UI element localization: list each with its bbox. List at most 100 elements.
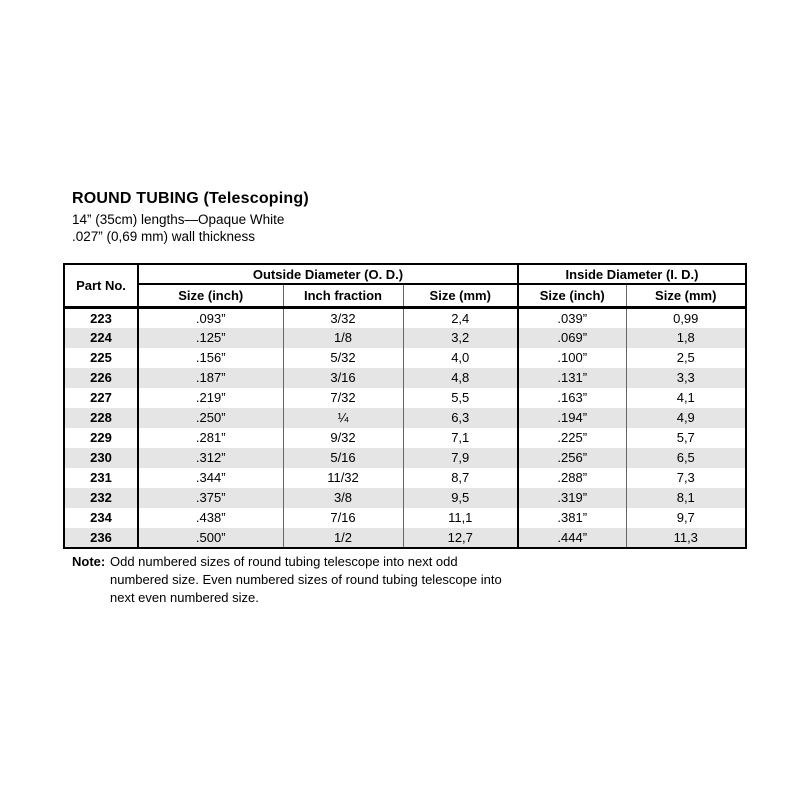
cell-id-size-mm: 6,5: [676, 450, 695, 465]
cell-od-size-inch: .312”: [138, 447, 284, 468]
cell-id-size-inch: .288”: [518, 467, 627, 488]
cell-part-no: 226: [64, 367, 139, 388]
cell-id-size-inch: .100”: [518, 347, 627, 368]
cell-id-size-inch: .381”: [518, 507, 627, 528]
cell-od-size-mm: 7,9: [403, 447, 519, 468]
cell-od-inch-fraction: 9/32: [283, 427, 404, 448]
table-row: 227 .219” 7/32 5,5 .163” 4,1: [64, 387, 746, 408]
footnote: Note: Odd numbered sizes of round tubing…: [72, 553, 514, 607]
cell-od-size-inch: .093”: [138, 307, 284, 328]
col-group-outside-diameter: Outside Diameter (O. D.): [138, 264, 519, 285]
cell-part-no: 232: [64, 487, 139, 508]
cell-id-size-inch: .069”: [518, 327, 627, 348]
cell-id-size-mm: 7,3: [676, 470, 695, 485]
footnote-label: Note:: [72, 554, 106, 569]
cell-od-size-mm: 6,3: [403, 407, 519, 428]
cell-part-no: 236: [64, 527, 139, 548]
cell-od-size-mm: 11,1: [403, 507, 519, 528]
col-header-od-inch-fraction: Inch fraction: [283, 284, 404, 309]
cell-od-size-inch: .281”: [138, 427, 284, 448]
col-header-od-size-mm: Size (mm): [403, 284, 519, 309]
cell-id-size-mm: 4,9: [676, 410, 695, 425]
cell-id-size-inch: .039”: [518, 307, 627, 328]
table-row: 234 .438” 7/16 11,1 .381” 9,7: [64, 507, 746, 528]
cell-od-size-mm: 3,2: [403, 327, 519, 348]
cell-id-size-mm: 8,1: [676, 490, 695, 505]
cell-id-size-mm: 3,3: [676, 370, 695, 385]
col-header-id-size-mm: Size (mm): [626, 284, 747, 309]
table-row: 229 .281” 9/32 7,1 .225” 5,7: [64, 427, 746, 448]
cell-id-size-mm: 4,1: [676, 390, 695, 405]
subtitle-lengths: 14” (35cm) lengths—Opaque White: [72, 212, 285, 227]
table-row: 236 .500” 1/2 12,7 .444” 11,3: [64, 527, 747, 548]
cell-id-size-inch: .319”: [518, 487, 627, 508]
col-header-part-no: Part No.: [64, 264, 139, 309]
cell-part-no: 228: [64, 407, 139, 428]
cell-part-no: 234: [64, 507, 139, 528]
cell-part-no: 227: [64, 387, 139, 408]
page-title: ROUND TUBING (Telescoping): [72, 190, 309, 207]
tubing-spec-table: Part No. Outside Diameter (O. D.) Inside…: [63, 263, 748, 549]
cell-od-size-inch: .187”: [138, 367, 284, 388]
cell-part-no: 223: [64, 307, 139, 328]
cell-od-inch-fraction: 5/32: [283, 347, 404, 368]
cell-id-size-mm: 9,7: [676, 510, 695, 525]
cell-id-size-inch: .225”: [518, 427, 627, 448]
table-header-group-row: Part No. Outside Diameter (O. D.) Inside…: [64, 264, 747, 309]
cell-od-inch-fraction: 7/32: [283, 387, 404, 408]
cell-od-inch-fraction: 5/16: [283, 447, 404, 468]
cell-od-inch-fraction: ¼: [283, 407, 404, 428]
table-row: 223 .093” 3/32 2,4 .039” 0,99: [64, 307, 746, 328]
cell-od-size-mm: 4,8: [403, 367, 519, 388]
subtitle-wall-thickness: .027” (0,69 mm) wall thickness: [72, 229, 256, 244]
table-header-sub-row: Size (inch) Inch fraction Size (mm) Size…: [64, 284, 747, 309]
cell-od-size-mm: 2,4: [403, 307, 519, 328]
cell-od-inch-fraction: 1/8: [283, 327, 404, 348]
cell-id-size-inch: .163”: [518, 387, 627, 408]
cell-od-size-mm: 12,7: [403, 527, 519, 548]
cell-id-size-inch: .444”: [518, 527, 627, 548]
cell-id-size-mm: 2,5: [676, 350, 695, 365]
table-row: 224 .125” 1/8 3,2 .069” 1,8: [64, 327, 747, 348]
footnote-text: Odd numbered sizes of round tubing teles…: [110, 554, 502, 605]
cell-od-size-inch: .156”: [138, 347, 284, 368]
cell-od-size-mm: 9,5: [403, 487, 519, 508]
cell-part-no: 229: [64, 427, 139, 448]
cell-od-size-inch: .250”: [138, 407, 284, 428]
cell-od-size-mm: 7,1: [403, 427, 519, 448]
table-row: 228 .250” ¼ 6,3 .194” 4,9: [64, 407, 747, 428]
cell-id-size-mm: 1,8: [676, 330, 695, 345]
cell-od-size-mm: 8,7: [403, 467, 519, 488]
cell-od-size-mm: 5,5: [403, 387, 519, 408]
col-header-od-size-inch: Size (inch): [138, 284, 284, 309]
cell-part-no: 231: [64, 467, 139, 488]
table-row: 226 .187” 3/16 4,8 .131” 3,3: [64, 367, 747, 388]
cell-od-size-inch: .344”: [138, 467, 284, 488]
cell-od-inch-fraction: 3/16: [283, 367, 404, 388]
table-row: 232 .375” 3/8 9,5 .319” 8,1: [64, 487, 747, 508]
cell-od-size-inch: .219”: [138, 387, 284, 408]
cell-id-size-mm: 5,7: [676, 430, 695, 445]
table-row: 230 .312” 5/16 7,9 .256” 6,5: [64, 447, 747, 468]
cell-id-size-mm: 0,99: [673, 310, 699, 326]
cell-od-inch-fraction: 11/32: [283, 467, 404, 488]
cell-id-size-inch: .131”: [518, 367, 627, 388]
cell-od-size-inch: .500”: [138, 527, 284, 548]
cell-od-inch-fraction: 3/8: [283, 487, 404, 508]
table-row: 231 .344” 11/32 8,7 .288” 7,3: [64, 467, 746, 488]
cell-od-size-inch: .438”: [138, 507, 284, 528]
cell-od-inch-fraction: 3/32: [283, 307, 404, 328]
cell-od-size-mm: 4,0: [403, 347, 519, 368]
cell-part-no: 224: [64, 327, 139, 348]
cell-id-size-inch: .256”: [518, 447, 627, 468]
col-header-id-size-inch: Size (inch): [518, 284, 627, 309]
cell-id-size-inch: .194”: [518, 407, 627, 428]
cell-part-no: 225: [64, 347, 139, 368]
cell-od-size-inch: .375”: [138, 487, 284, 508]
cell-od-size-inch: .125”: [138, 327, 284, 348]
cell-id-size-mm: 11,3: [673, 529, 698, 545]
cell-od-inch-fraction: 7/16: [283, 507, 404, 528]
cell-od-inch-fraction: 1/2: [283, 527, 404, 548]
table-row: 225 .156” 5/32 4,0 .100” 2,5: [64, 347, 746, 368]
